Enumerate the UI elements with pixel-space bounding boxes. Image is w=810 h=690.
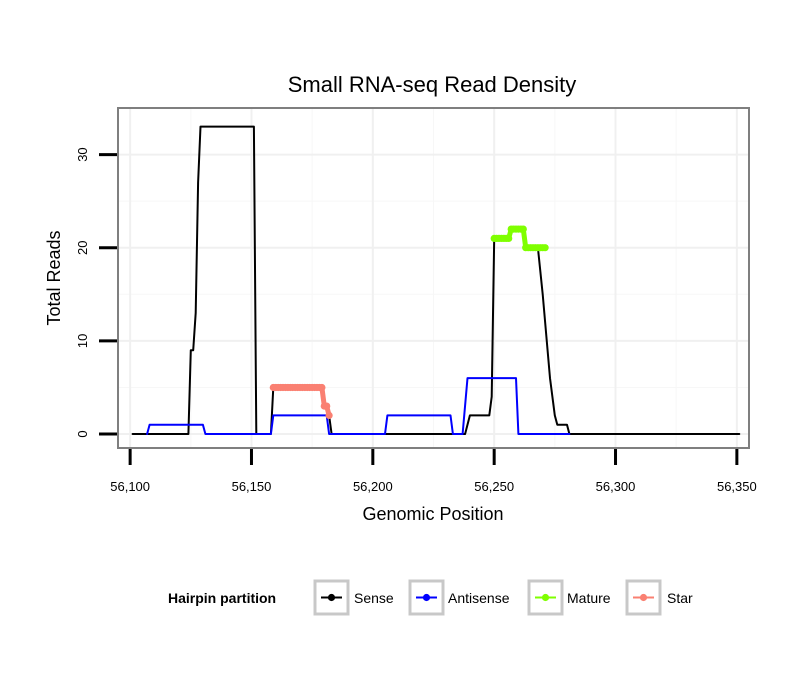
plot-border [117, 107, 750, 449]
x-tick-label: 56,350 [717, 479, 757, 494]
legend-label: Mature [567, 590, 611, 606]
x-axis-title: Genomic Position [362, 504, 503, 524]
y-tick-label: 10 [75, 334, 90, 348]
legend-label: Antisense [448, 590, 510, 606]
antisense-line [146, 377, 571, 435]
y-tick-label: 20 [75, 240, 90, 254]
legend-item-antisense: Antisense [408, 579, 510, 616]
legend-item-star: Star [625, 579, 693, 616]
x-tick-label: 56,200 [353, 479, 393, 494]
x-tick-label: 56,300 [596, 479, 636, 494]
mature-point [541, 244, 549, 252]
mature-point [505, 234, 513, 242]
legend-key-point [541, 593, 550, 602]
series-star [269, 383, 333, 419]
legend-key-point [422, 593, 431, 602]
legend-title: Hairpin partition [168, 590, 276, 606]
legend-key-point [639, 593, 648, 602]
star-point [323, 402, 331, 410]
legend-key-point [327, 593, 336, 602]
y-axis-title: Total Reads [44, 230, 64, 325]
y-axis: 0 10 20 30 [75, 147, 117, 438]
series-layer [131, 125, 741, 435]
series-antisense [146, 377, 571, 435]
chart-title: Small RNA-seq Read Density [288, 72, 577, 97]
x-tick-label: 56,250 [474, 479, 514, 494]
legend-label: Sense [354, 590, 394, 606]
x-axis: 56,100 56,150 56,200 56,250 56,300 56,350 [110, 449, 757, 494]
mature-point [519, 225, 527, 233]
series-sense [131, 125, 741, 435]
y-tick-label: 30 [75, 147, 90, 161]
legend-item-sense: Sense [313, 579, 394, 616]
series-mature [490, 225, 549, 252]
legend: Hairpin partition Sense Antisense Mature St… [168, 579, 693, 616]
sense-line [131, 125, 741, 435]
legend-label: Star [667, 590, 693, 606]
star-point [318, 383, 326, 392]
x-tick-label: 56,100 [110, 479, 150, 494]
legend-item-mature: Mature [527, 579, 611, 616]
y-tick-label: 0 [75, 430, 90, 437]
star-point [325, 411, 333, 419]
x-tick-label: 56,150 [232, 479, 272, 494]
